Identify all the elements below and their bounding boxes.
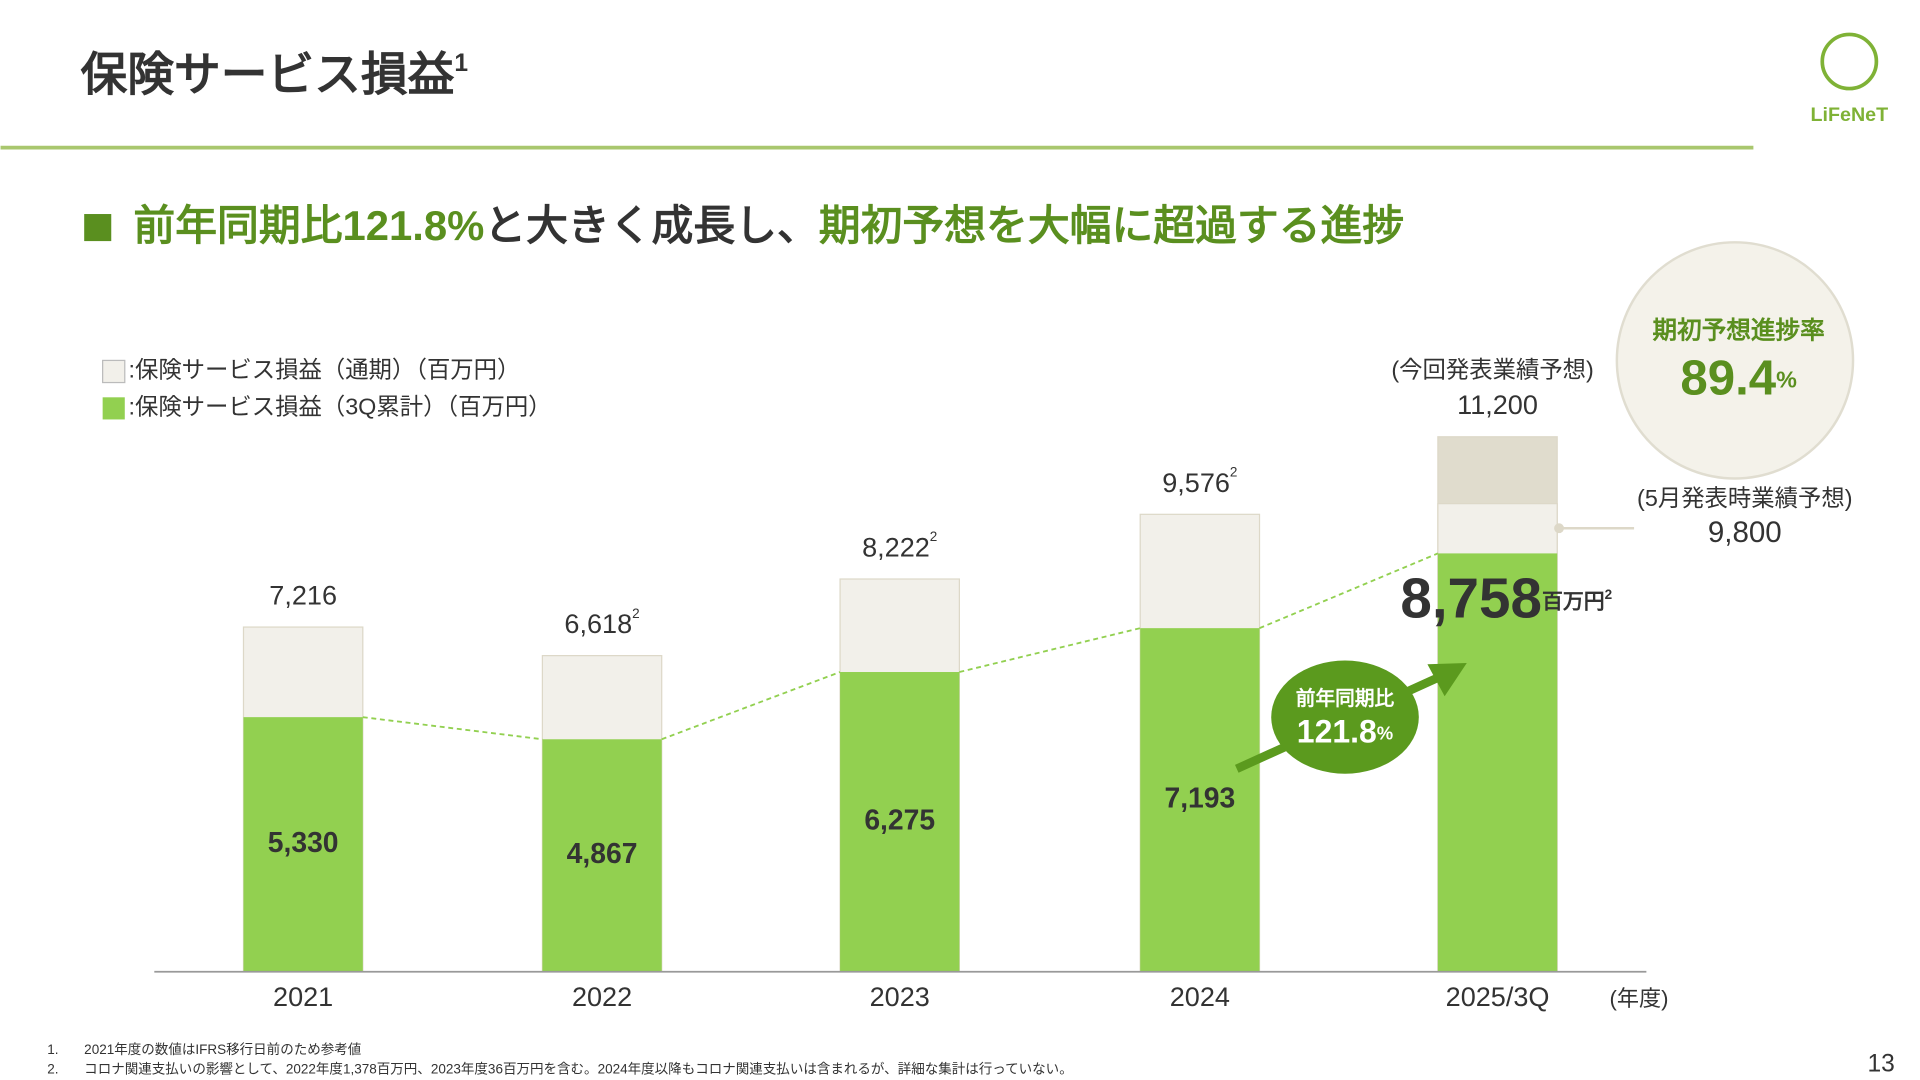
footnote-number: 2. bbox=[47, 1062, 58, 1077]
bar-3q bbox=[1140, 628, 1260, 972]
value-label-3q: 5,330 bbox=[268, 826, 339, 858]
footnote-text: コロナ関連支払いの影響として、2022年度1,378百万円、2023年度36百万… bbox=[84, 1062, 1073, 1077]
value-label-text: 8,222 bbox=[862, 533, 930, 563]
forecast-caption: (今回発表業績予想) bbox=[1391, 357, 1593, 383]
trend-line bbox=[959, 627, 1141, 673]
page-number: 13 bbox=[1867, 1051, 1894, 1078]
progress-number: 89.4 bbox=[1680, 350, 1776, 405]
forecast-value-label: 9,800 bbox=[1708, 516, 1782, 549]
x-tick-label: 2022 bbox=[572, 982, 632, 1012]
growth-label: 前年同期比 bbox=[1296, 687, 1395, 710]
progress-value: 89.4% bbox=[1680, 350, 1797, 405]
x-tick-label: 2023 bbox=[870, 982, 930, 1012]
legend-swatch bbox=[102, 397, 125, 420]
logo-icon bbox=[1820, 32, 1879, 91]
value-label: 7,216 bbox=[269, 581, 337, 611]
headline-marker bbox=[84, 214, 112, 242]
value-label-text: 11,200 bbox=[1457, 390, 1538, 420]
bar-3q bbox=[840, 672, 960, 972]
growth-value: 121.8% bbox=[1297, 714, 1393, 750]
value-label-3q: 4,867 bbox=[567, 837, 638, 869]
growth-arrowhead bbox=[1427, 663, 1467, 697]
headline-part: 期初予想を大幅に超過する進捗 bbox=[819, 202, 1404, 249]
value-note: 2 bbox=[1230, 464, 1238, 479]
value-label-3q: 7,193 bbox=[1164, 781, 1235, 813]
chart: :保険サービス損益（通期）（百万円） :保険サービス損益（3Q累計）（百万円） 20… bbox=[102, 241, 1855, 1012]
headline-part: と大きく成長し、 bbox=[484, 202, 819, 249]
trend-line bbox=[661, 671, 841, 741]
bar-3q bbox=[243, 717, 363, 972]
unit: 百万円 bbox=[1542, 590, 1605, 613]
value-label-text: 8,758 bbox=[1400, 567, 1542, 630]
trend-line bbox=[1259, 552, 1439, 630]
x-tick-label: 2021 bbox=[273, 982, 333, 1012]
value-label: 8,2222 bbox=[862, 529, 937, 563]
trend-line bbox=[362, 716, 543, 741]
value-note: 2 bbox=[632, 605, 640, 620]
value-note: 2 bbox=[930, 529, 938, 544]
growth-unit: % bbox=[1377, 722, 1393, 743]
growth-number: 121.8 bbox=[1297, 714, 1377, 750]
headline: 前年同期比121.8%と大きく成長し、期初予想を大幅に超過する進捗 bbox=[133, 202, 1404, 249]
x-unit: (年度) bbox=[1609, 986, 1668, 1011]
title-note: 1 bbox=[454, 49, 468, 76]
value-label-3q: 6,275 bbox=[864, 803, 935, 835]
title: 保険サービス損益1 bbox=[81, 49, 469, 101]
value-label: 9,5762 bbox=[1162, 464, 1237, 498]
value-label: 11,200 bbox=[1457, 390, 1538, 420]
bar-3q bbox=[542, 739, 662, 972]
value-label-text: 9,576 bbox=[1162, 468, 1230, 498]
logo-text: LiFeNeT bbox=[1811, 104, 1889, 126]
growth-badge bbox=[1271, 660, 1419, 774]
legend-swatch bbox=[102, 359, 126, 384]
progress-label: 期初予想進捗率 bbox=[1653, 317, 1825, 345]
progress-unit: % bbox=[1776, 366, 1797, 392]
progress-badge bbox=[1615, 241, 1855, 480]
unit-note: 2 bbox=[1605, 587, 1613, 602]
x-tick-label: 2024 bbox=[1170, 982, 1230, 1012]
value-label-text: 6,618 bbox=[564, 609, 632, 639]
headline-part: 前年同期比121.8% bbox=[133, 202, 484, 249]
value-label: 6,6182 bbox=[564, 605, 639, 639]
logo: LiFeNeT bbox=[1811, 32, 1889, 126]
value-label-text: 7,216 bbox=[269, 581, 337, 611]
forecast-caption: (5月発表時業績予想) bbox=[1637, 485, 1852, 511]
footnote-number: 1. bbox=[47, 1042, 58, 1057]
legend-label: :保険サービス損益（通期）（百万円） bbox=[128, 357, 520, 383]
legend-label: :保険サービス損益（3Q累計）（百万円） bbox=[128, 394, 551, 420]
value-label-latest: 8,758百万円2 bbox=[1400, 567, 1612, 630]
bar-3q bbox=[1437, 553, 1558, 972]
title-text: 保険サービス損益 bbox=[81, 49, 455, 101]
forecast-dot bbox=[1554, 523, 1564, 534]
footnote-text: 2021年度の数値はIFRS移行日前のため参考値 bbox=[84, 1041, 361, 1057]
x-tick-label: 2025/3Q bbox=[1446, 982, 1550, 1012]
